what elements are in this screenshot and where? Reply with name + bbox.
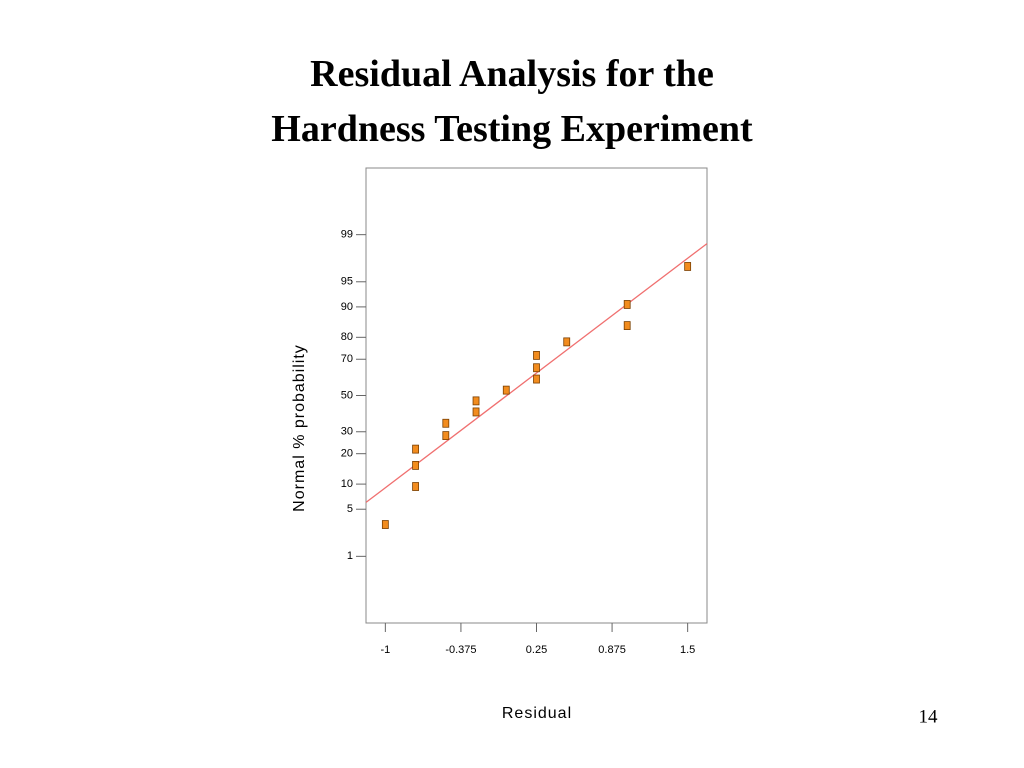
data-point xyxy=(412,461,419,470)
data-point xyxy=(502,385,510,395)
title-line: Residual Analysis for the xyxy=(310,53,714,95)
y-tick-label: 20 xyxy=(341,448,353,460)
x-tick-label: 1.5 xyxy=(680,644,695,656)
page-number: 14 xyxy=(919,706,939,727)
data-point xyxy=(412,482,419,491)
x-axis-label: Residual xyxy=(502,705,572,722)
y-tick-label: 10 xyxy=(341,478,353,490)
data-point xyxy=(472,396,480,406)
data-point xyxy=(533,351,540,360)
y-tick-label: 80 xyxy=(341,331,353,343)
x-tick-label: 0.25 xyxy=(526,644,547,656)
y-tick-label: 5 xyxy=(347,503,353,515)
reference-line xyxy=(365,243,708,503)
data-point xyxy=(442,431,450,440)
y-tick-label: 95 xyxy=(341,276,353,288)
title-line: Hardness Testing Experiment xyxy=(271,108,753,150)
data-point xyxy=(533,374,540,384)
y-tick-label: 30 xyxy=(341,426,353,438)
data-point xyxy=(623,300,631,309)
x-tick-label: 0.875 xyxy=(598,644,626,656)
y-tick-label: 50 xyxy=(341,389,353,401)
data-point xyxy=(412,444,419,454)
y-tick-label: 1 xyxy=(347,550,353,562)
data-point xyxy=(442,418,450,428)
data-point xyxy=(381,520,389,529)
data-point xyxy=(684,262,692,271)
data-point xyxy=(533,363,540,373)
y-tick-label: 70 xyxy=(341,353,353,365)
y-axis-label: Normal % probability xyxy=(291,344,308,512)
y-tick-label: 90 xyxy=(341,301,353,313)
x-tick-label: -0.375 xyxy=(445,644,476,656)
x-tick-label: -1 xyxy=(380,644,390,656)
data-point xyxy=(623,321,631,330)
data-point xyxy=(472,407,480,417)
data-point xyxy=(563,337,571,347)
y-tick-label: 99 xyxy=(341,229,353,241)
plot-frame xyxy=(365,167,708,624)
